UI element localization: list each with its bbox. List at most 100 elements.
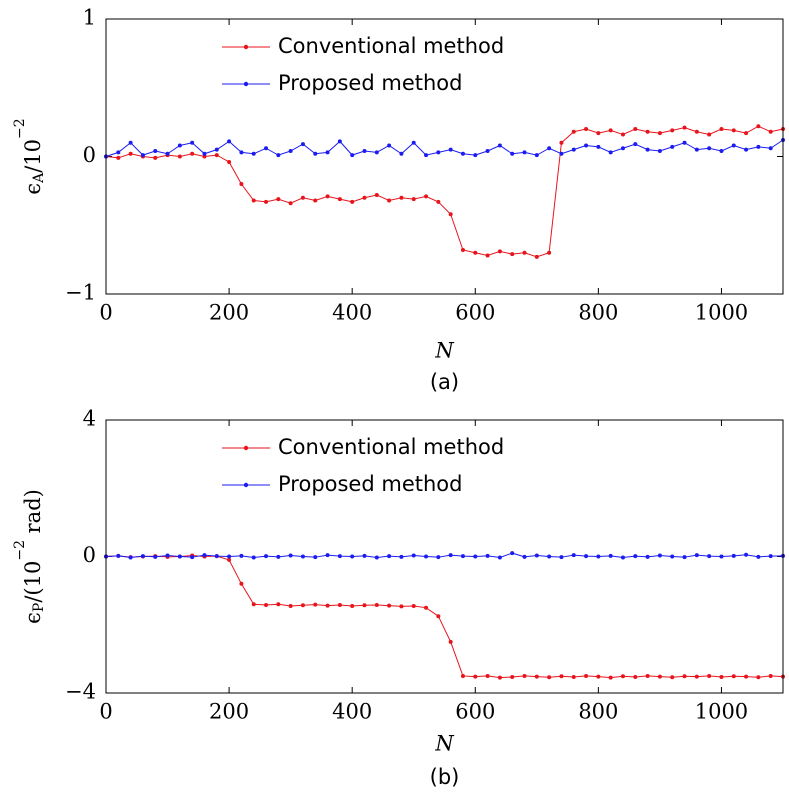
data-point	[522, 250, 527, 255]
y-tick-label: 1	[83, 6, 96, 30]
data-point	[337, 197, 342, 202]
y-axis-label-part: rad)	[21, 489, 45, 540]
data-point	[448, 147, 453, 152]
data-point	[620, 132, 625, 137]
data-point	[768, 129, 773, 134]
data-point	[300, 142, 305, 147]
data-point	[559, 151, 564, 156]
data-point	[165, 151, 170, 156]
data-point	[744, 131, 749, 136]
data-point	[374, 602, 379, 607]
y-axis-label-part: ϵ	[21, 183, 45, 195]
data-point	[153, 149, 158, 153]
data-point	[362, 195, 367, 200]
data-point	[584, 127, 589, 131]
data-point	[596, 131, 601, 136]
data-point	[337, 554, 342, 559]
data-point	[288, 553, 293, 558]
data-point	[608, 675, 613, 680]
data-point	[251, 602, 256, 607]
data-point	[313, 151, 318, 156]
x-axis-label: N	[434, 339, 454, 363]
data-point	[239, 182, 244, 186]
data-point	[756, 124, 761, 129]
data-point	[239, 553, 244, 558]
data-point	[424, 605, 429, 610]
plot-frame	[105, 18, 784, 295]
data-point	[497, 675, 502, 680]
data-point	[707, 673, 712, 678]
data-point	[264, 554, 269, 559]
data-point	[497, 249, 502, 254]
data-point	[153, 554, 158, 559]
data-point	[300, 195, 305, 200]
data-point	[350, 603, 355, 608]
data-point	[436, 199, 441, 204]
data-point	[411, 140, 416, 145]
data-point	[264, 199, 269, 204]
data-point	[510, 151, 515, 156]
data-point	[768, 554, 773, 559]
data-point	[362, 149, 367, 153]
data-point	[128, 140, 133, 145]
data-point	[608, 128, 613, 133]
data-point	[694, 129, 699, 134]
data-point	[571, 129, 576, 134]
data-point	[510, 551, 515, 556]
data-point	[424, 554, 429, 559]
legend-label: Proposed method	[278, 472, 462, 496]
data-point	[485, 253, 490, 258]
data-point	[436, 614, 441, 619]
data-point	[534, 553, 539, 558]
data-point	[214, 153, 219, 158]
legend-label: Proposed method	[278, 71, 462, 95]
data-point	[719, 674, 724, 679]
data-point	[608, 150, 613, 155]
data-point	[387, 554, 392, 559]
data-point	[584, 673, 589, 678]
data-point	[707, 132, 712, 137]
data-point	[460, 673, 465, 678]
data-point	[325, 150, 330, 155]
data-point	[534, 674, 539, 679]
x-tick-label: 0	[99, 700, 112, 724]
data-point	[731, 128, 736, 133]
x-tick-label: 600	[455, 301, 495, 325]
data-point	[694, 674, 699, 679]
data-point	[387, 603, 392, 608]
data-point	[374, 150, 379, 155]
y-axis-label-part: P	[31, 603, 47, 612]
data-point	[694, 147, 699, 152]
data-line	[105, 554, 784, 679]
data-point	[325, 194, 330, 199]
legend-marker	[243, 81, 249, 87]
data-point	[116, 553, 121, 558]
data-point	[264, 602, 269, 607]
data-point	[165, 553, 170, 558]
y-axis-label-part: −2	[12, 118, 28, 139]
y-axis-label: ϵA/10−2	[12, 118, 47, 194]
data-point	[584, 554, 589, 559]
data-point	[657, 149, 662, 153]
data-point	[657, 131, 662, 136]
data-point	[534, 254, 539, 259]
data-point	[362, 603, 367, 608]
data-point	[436, 150, 441, 155]
data-point	[227, 139, 232, 144]
data-point	[202, 154, 207, 159]
data-point	[682, 140, 687, 145]
data-point	[473, 250, 478, 255]
data-point	[547, 146, 552, 151]
legend-marker	[243, 445, 249, 451]
data-point	[719, 554, 724, 559]
data-point	[485, 673, 490, 678]
data-point	[645, 147, 650, 152]
data-point	[411, 553, 416, 558]
data-point	[251, 198, 256, 203]
data-point	[190, 151, 195, 156]
x-tick-label: 800	[578, 700, 618, 724]
data-point	[744, 147, 749, 152]
data-point	[620, 674, 625, 679]
data-point	[424, 153, 429, 158]
data-point	[399, 604, 404, 609]
